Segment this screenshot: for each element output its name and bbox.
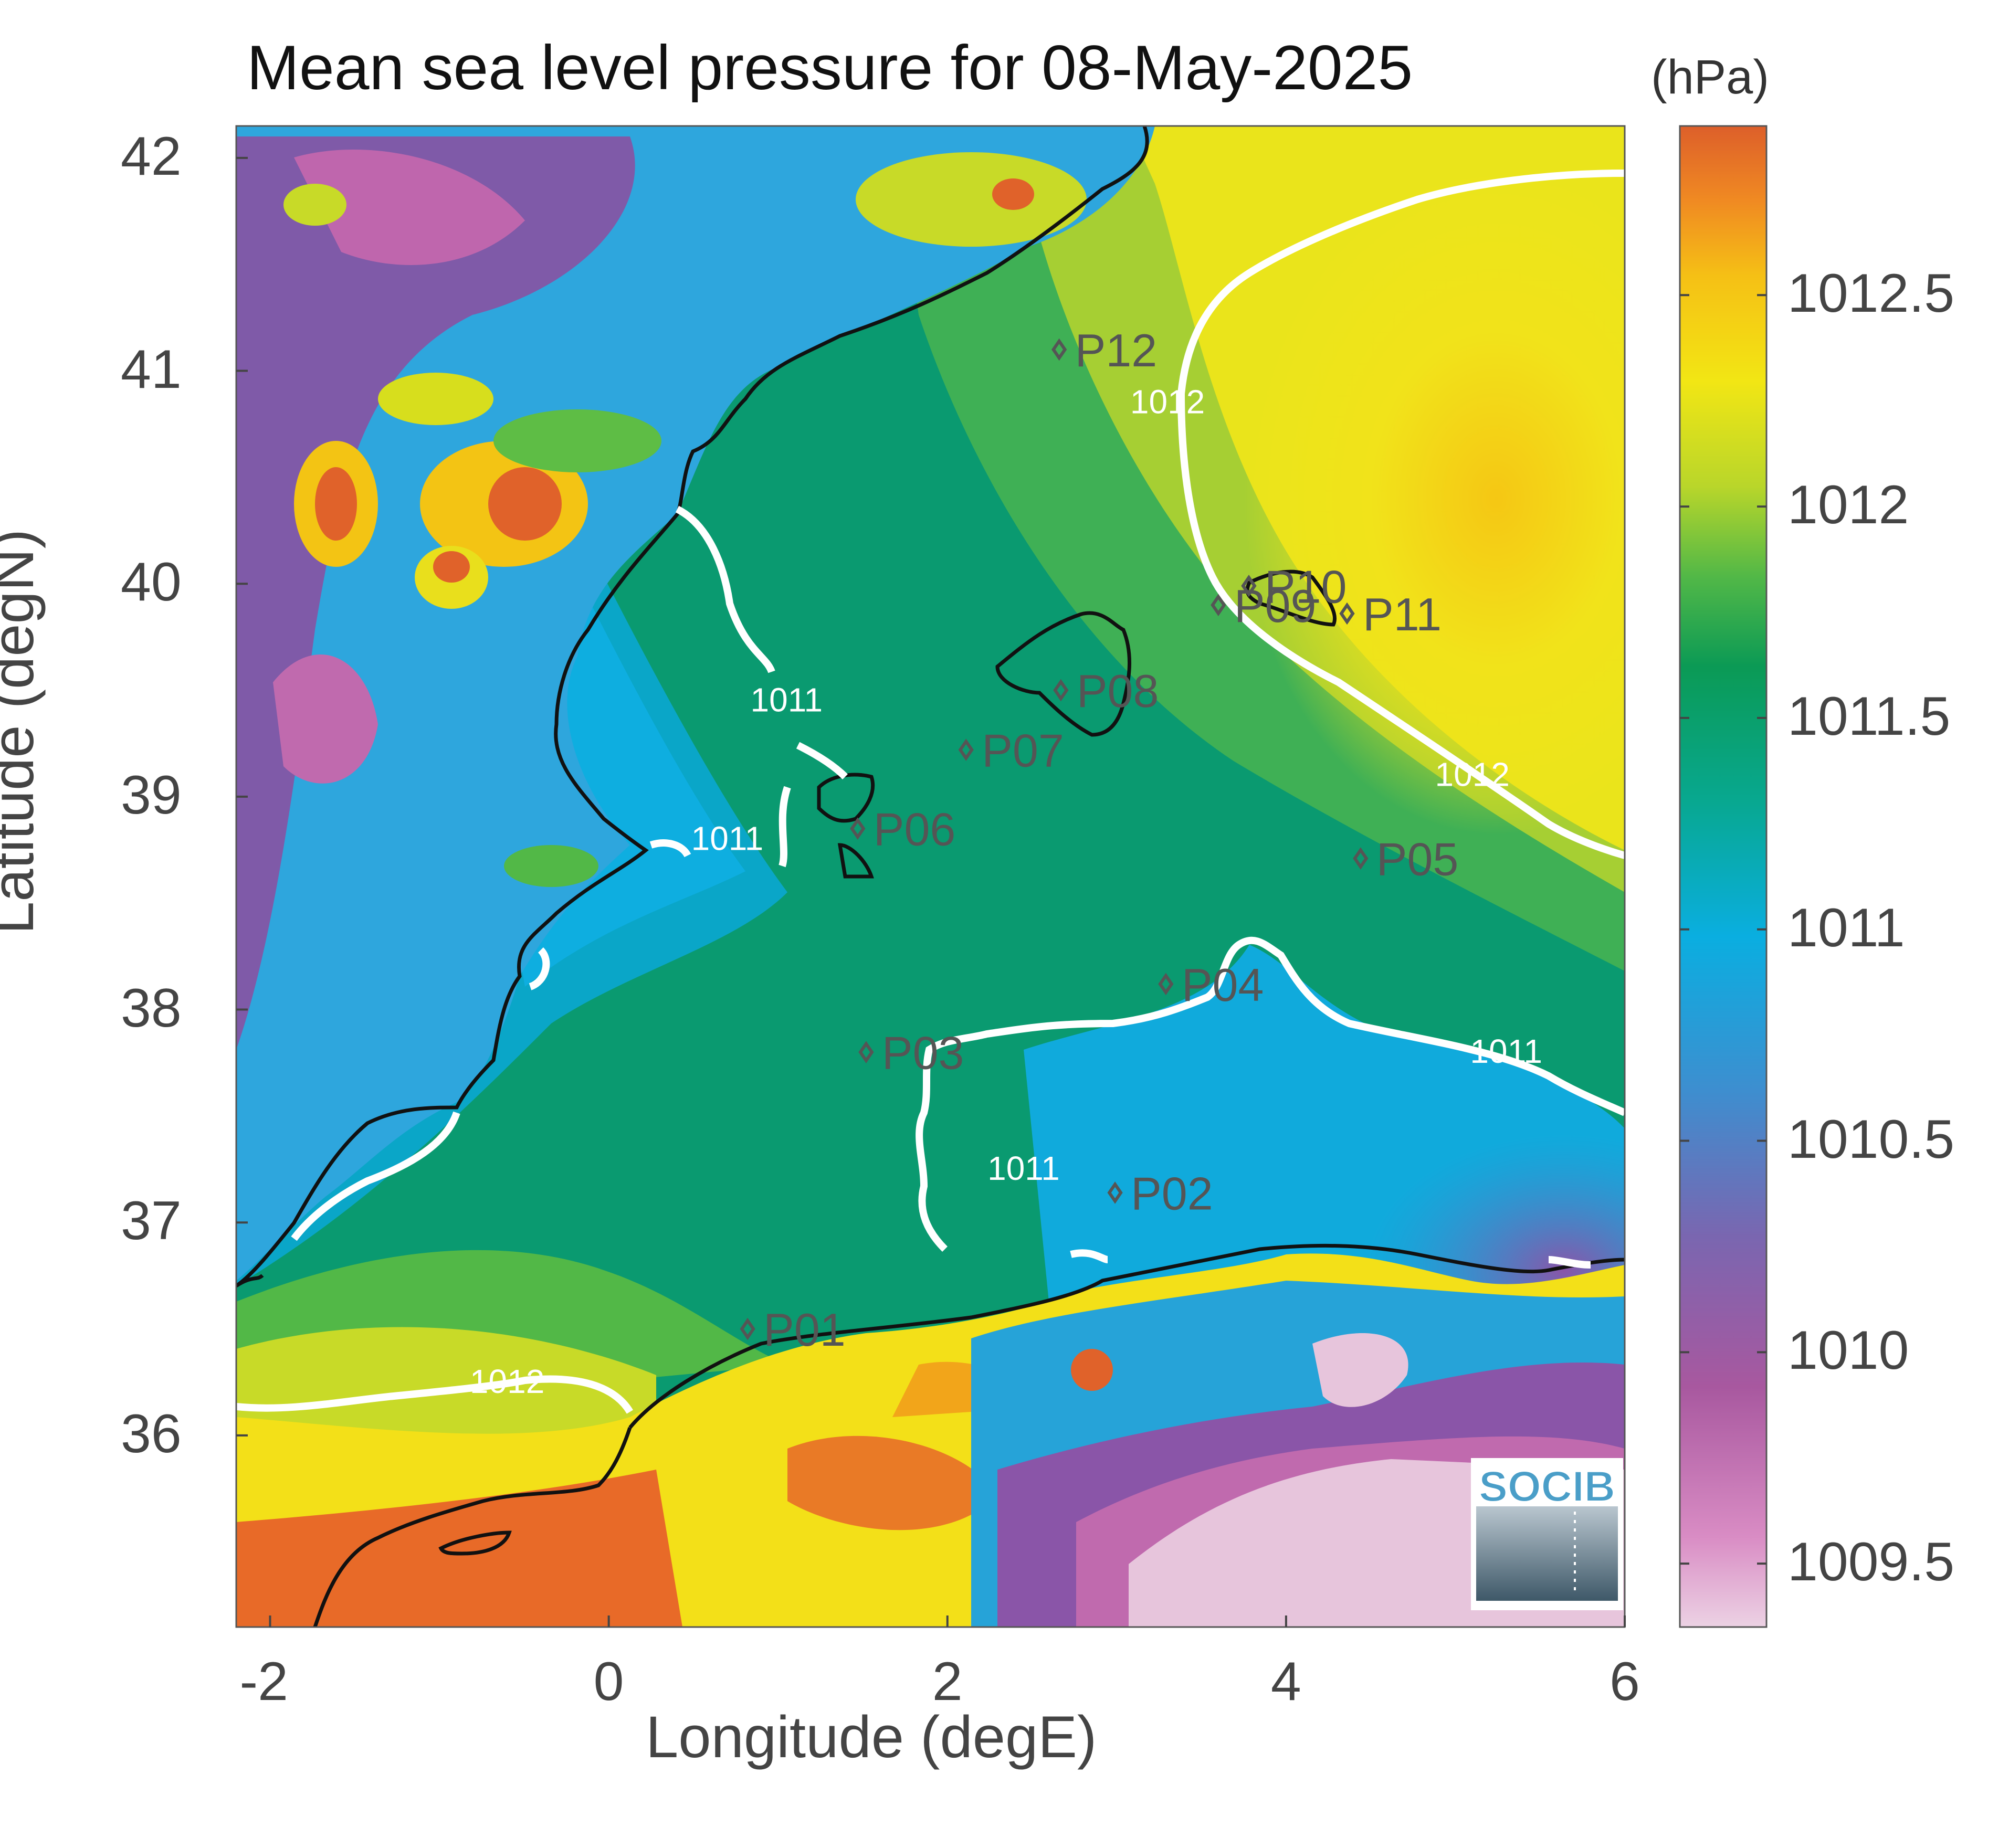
station-marker <box>1339 602 1355 625</box>
station-label: P12 <box>1075 324 1158 376</box>
station-marker <box>1211 594 1226 617</box>
station-marker <box>1353 847 1369 870</box>
colorbar-tick-label: 1010 <box>1787 1320 1909 1381</box>
y-tick-label: 36 <box>121 1403 182 1464</box>
contour-label: 1011 <box>751 681 823 719</box>
station-marker <box>1051 338 1067 361</box>
colorbar-tick-label: 1010.5 <box>1787 1108 1955 1170</box>
colorbar-tick-label: 1012 <box>1787 474 1909 536</box>
station-label: P07 <box>982 725 1064 777</box>
station-label: P06 <box>874 804 956 856</box>
y-tick-label: 42 <box>121 125 182 187</box>
y-tick-label: 38 <box>121 977 182 1039</box>
colorbar-tick-marks <box>1680 294 1766 1565</box>
socib-logo: SOCIB <box>1471 1458 1623 1610</box>
y-tick-label: 37 <box>121 1190 182 1252</box>
contour-label: 1012 <box>1130 383 1205 421</box>
station-marker <box>1107 1181 1123 1204</box>
x-tick-label: 2 <box>932 1651 963 1712</box>
station-label: P03 <box>882 1027 964 1079</box>
map-frame <box>235 125 1626 1628</box>
contours <box>236 170 1625 1414</box>
x-tick-label: 0 <box>593 1651 624 1712</box>
station-marker <box>1053 679 1069 702</box>
pressure-field <box>236 126 1625 1627</box>
contour-label: 1011 <box>1470 1032 1542 1070</box>
station-marker <box>1158 973 1174 996</box>
station-label: P08 <box>1077 665 1159 717</box>
contour-label: 1012 <box>1435 756 1510 794</box>
colorbar-tick-label: 1011.5 <box>1787 685 1951 747</box>
station-marker <box>740 1317 755 1340</box>
station-label: P04 <box>1182 959 1264 1011</box>
colorbar-tick-label: 1012.5 <box>1787 263 1955 324</box>
x-tick-label: 6 <box>1610 1651 1640 1712</box>
axis-tick-marks <box>236 156 1626 1627</box>
y-tick-label: 39 <box>121 764 182 826</box>
colorbar <box>1679 125 1768 1628</box>
station-label: P02 <box>1131 1167 1213 1219</box>
x-tick-label: 4 <box>1270 1651 1301 1712</box>
station-label: P09 <box>1234 580 1317 632</box>
station-marker <box>858 1041 874 1063</box>
colorbar-units: (hPa) <box>1651 50 1769 104</box>
x-tick-label: -2 <box>239 1651 288 1712</box>
contour-labels: 1012 1012 1011 1011 1011 1011 1012 <box>470 383 1542 1400</box>
contour-label: 1011 <box>987 1149 1060 1187</box>
y-tick-label: 41 <box>121 339 182 400</box>
colorbar-tick-label: 1009.5 <box>1787 1532 1955 1593</box>
x-axis-label: Longitude (degE) <box>646 1704 1097 1770</box>
y-axis-label: Latitude (degN) <box>0 529 46 934</box>
station-marker <box>850 817 866 840</box>
logo-text: SOCIB <box>1479 1463 1615 1511</box>
contour-label: 1012 <box>470 1363 544 1400</box>
station-label: P01 <box>763 1304 846 1356</box>
chart-title: Mean sea level pressure for 08-May-2025 <box>247 33 1413 103</box>
station-marker <box>1241 574 1257 597</box>
coastlines <box>236 126 1625 1627</box>
contour-label: 1011 <box>691 819 764 857</box>
station-marker <box>958 738 974 761</box>
station-label: P10 <box>1265 561 1347 613</box>
station-label: P05 <box>1376 833 1459 885</box>
station-label: P11 <box>1363 588 1442 640</box>
colorbar-tick-label: 1011 <box>1787 897 1905 958</box>
y-tick-label: 40 <box>121 552 182 613</box>
